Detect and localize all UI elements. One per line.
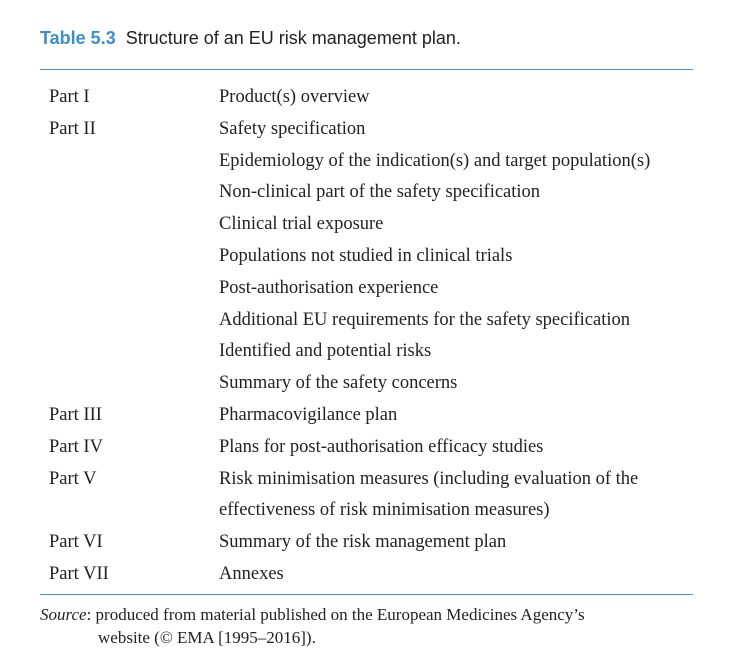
table-row: Non-clinical part of the safety specific… — [40, 177, 693, 209]
table-title: Structure of an EU risk management plan. — [125, 28, 461, 48]
source-line: Source: produced from material published… — [40, 603, 693, 626]
table-row: Part I Product(s) overview — [40, 82, 693, 114]
source-note: Source: produced from material published… — [40, 603, 693, 649]
content-cell: Summary of the safety concerns — [219, 373, 458, 394]
source-label: Source — [40, 605, 87, 624]
part-cell: Part III — [49, 404, 102, 425]
content-cell: effectiveness of risk minimisation measu… — [219, 500, 550, 521]
table-row: Identified and potential risks — [40, 336, 693, 368]
table-row: Summary of the safety concerns — [40, 368, 693, 400]
source-line: website (© EMA [1995–2016]). — [98, 628, 316, 647]
content-cell: Clinical trial exposure — [219, 214, 384, 235]
content-cell: Additional EU requirements for the safet… — [219, 309, 630, 330]
table-row: Populations not studied in clinical tria… — [40, 241, 693, 273]
table-row: Clinical trial exposure — [40, 209, 693, 241]
table-row: Additional EU requirements for the safet… — [40, 305, 693, 337]
table-top-rule — [40, 69, 693, 70]
table-row: Part V Risk minimisation measures (inclu… — [40, 464, 693, 496]
table-row: Epidemiology of the indication(s) and ta… — [40, 146, 693, 178]
table-number: Table 5.3 — [40, 28, 116, 48]
content-cell: Pharmacovigilance plan — [219, 404, 398, 425]
table-row: Part II Safety specification — [40, 114, 693, 146]
content-cell: Post-authorisation experience — [219, 277, 439, 298]
table-row: Part III Pharmacovigilance plan — [40, 400, 693, 432]
source-text: : produced from material published on th… — [86, 605, 585, 624]
content-cell: Product(s) overview — [219, 87, 370, 107]
table-row: Part VI Summary of the risk management p… — [40, 527, 693, 559]
table-row: effectiveness of risk minimisation measu… — [40, 495, 693, 527]
part-cell: Part V — [49, 468, 97, 489]
part-cell: Part VI — [49, 532, 103, 553]
content-cell: Annexes — [219, 563, 284, 584]
content-cell: Risk minimisation measures (including ev… — [219, 468, 639, 489]
content-cell: Epidemiology of the indication(s) and ta… — [219, 150, 651, 171]
content-cell: Identified and potential risks — [219, 341, 432, 362]
table-bottom-rule — [40, 594, 693, 595]
part-cell: Part IV — [49, 436, 103, 457]
part-cell: Part VII — [49, 563, 109, 584]
content-cell: Summary of the risk management plan — [219, 532, 507, 553]
content-cell: Plans for post-authorisation efficacy st… — [219, 436, 544, 457]
content-cell: Safety specification — [219, 118, 366, 139]
table-row: Post-authorisation experience — [40, 273, 693, 305]
content-cell: Populations not studied in clinical tria… — [219, 245, 513, 266]
content-cell: Non-clinical part of the safety specific… — [219, 182, 541, 203]
table-row: Part IV Plans for post-authorisation eff… — [40, 432, 693, 464]
rmp-structure-table: Part I Product(s) overview Part II Safet… — [40, 82, 693, 591]
table-caption: Table 5.3 Structure of an EU risk managem… — [40, 28, 461, 49]
part-cell: Part I — [49, 87, 90, 107]
part-cell: Part II — [49, 118, 96, 139]
table-row: Part VII Annexes — [40, 559, 693, 591]
